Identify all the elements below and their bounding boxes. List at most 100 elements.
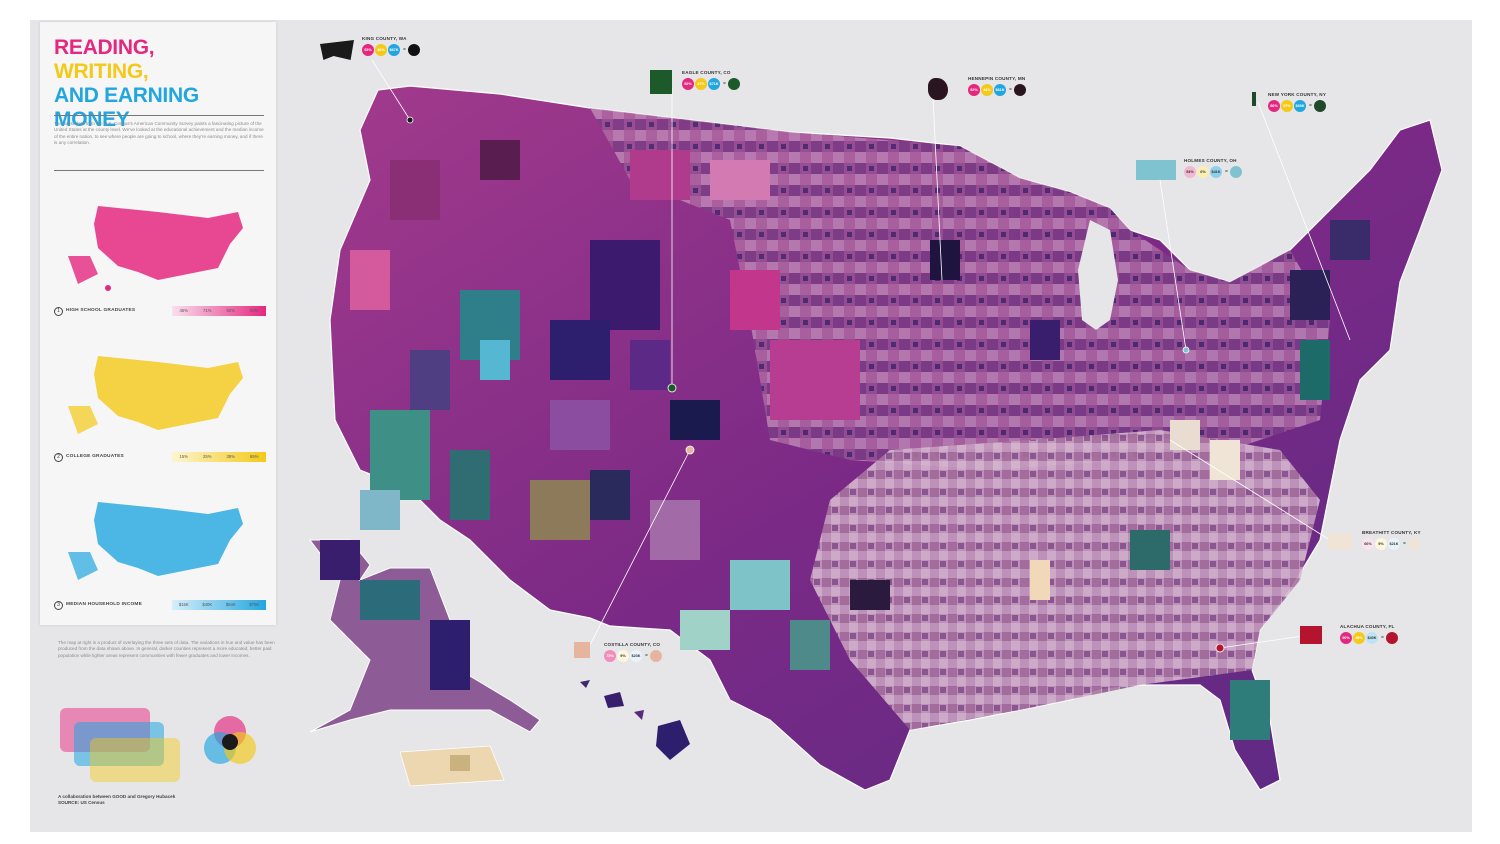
legend-bar: 45% 71% 82% 93% — [172, 306, 266, 316]
minimap-high-school — [68, 206, 243, 291]
value-income: $41K — [1210, 166, 1222, 178]
callout-costilla-county: COSTILLA COUNTY, CO 73% 9% $23K = — [574, 642, 662, 662]
value-hs: 86% — [1268, 100, 1280, 112]
value-hs: 92% — [682, 78, 694, 90]
callout-alachua-county: ALACHUA COUNTY, FL 90% 39% $40K = — [1300, 624, 1398, 644]
legend-high-school: 1 HIGH SCHOOL GRADUATES 45% 71% 82% 93% — [54, 306, 266, 316]
county-shape — [574, 642, 590, 658]
legend-number: 2 — [54, 453, 63, 462]
legend-bar: $15K $40K $54K $70K — [172, 600, 266, 610]
county-name: ALACHUA COUNTY, FL — [1340, 624, 1395, 629]
county-name: BREATHITT COUNTY, KY — [1362, 530, 1421, 535]
value-income: $71K — [708, 78, 720, 90]
value-hs: 73% — [604, 650, 616, 662]
title-line-3: AND EARNING MONEY — [54, 84, 199, 131]
value-college: 44% — [981, 84, 993, 96]
county-name: HENNEPIN COUNTY, MN — [968, 76, 1026, 81]
county-values: 92% 44% $61K = — [968, 84, 1026, 96]
callout-king-county: KING COUNTY, WA 93% 46% $67K = — [320, 36, 420, 60]
county-shape — [928, 78, 948, 100]
legend-college: 2 COLLEGE GRADUATES 15% 25% 38% 65% — [54, 452, 266, 462]
county-shape — [1328, 534, 1352, 550]
legend-label: HIGH SCHOOL GRADUATES — [66, 308, 136, 313]
value-college: 39% — [1353, 632, 1365, 644]
legend-tick: $15K — [178, 602, 189, 607]
southeast-region — [810, 430, 1320, 730]
value-income: $61K — [994, 84, 1006, 96]
legend-tick: 65% — [250, 454, 259, 459]
legend-label: COLLEGE GRADUATES — [66, 454, 124, 459]
intro-text: The latest data from the U.S. Census's A… — [54, 121, 264, 146]
value-college: 9% — [617, 650, 629, 662]
value-hs: 90% — [1340, 632, 1352, 644]
legend-tick: 45% — [179, 308, 188, 313]
callout-holmes-county: HOLMES COUNTY, OH 54% 6% $41K = — [1136, 158, 1242, 180]
credit-line: A collaboration between GOOD and Gregory… — [58, 794, 176, 799]
value-income: $67K — [388, 44, 400, 56]
credit: A collaboration between GOOD and Gregory… — [58, 794, 298, 806]
county-shape — [650, 70, 672, 94]
value-income: $40K — [1366, 632, 1378, 644]
county-shape — [1136, 160, 1176, 180]
county-values: 92% 47% $71K = — [682, 78, 740, 90]
county-name: HOLMES COUNTY, OH — [1184, 158, 1237, 163]
county-name: KING COUNTY, WA — [362, 36, 407, 41]
legend-tick: $70K — [249, 602, 260, 607]
title-rule — [54, 115, 264, 116]
legend-tick: 71% — [203, 308, 212, 313]
legend-label: MEDIAN HOUSEHOLD INCOME — [66, 602, 143, 607]
value-college: 6% — [1197, 166, 1209, 178]
hawaii-big-island — [656, 720, 690, 760]
lake-michigan — [1078, 220, 1118, 330]
result-swatch — [1013, 84, 1026, 96]
callout-hennepin-county: HENNEPIN COUNTY, MN 92% 44% $61K = — [928, 76, 1026, 100]
legend-tick: 15% — [179, 454, 188, 459]
county-shape — [1252, 92, 1256, 106]
callout-new-york-county: NEW YORK COUNTY, NY 86% 57% $69K = — [1252, 92, 1326, 112]
county-shape — [1300, 626, 1322, 644]
result-swatch — [1385, 632, 1398, 644]
county-name: EAGLE COUNTY, CO — [682, 70, 731, 75]
county-values: 86% 57% $69K = — [1268, 100, 1326, 112]
result-swatch — [407, 44, 420, 56]
result-swatch — [727, 78, 740, 90]
county-shape — [320, 40, 354, 60]
value-college: 9% — [1375, 538, 1387, 550]
value-income: $21K — [1388, 538, 1400, 550]
legend-income: 3 MEDIAN HOUSEHOLD INCOME $15K $40K $54K… — [54, 600, 266, 610]
overlay-illustration — [60, 708, 180, 782]
county-values: 93% 46% $67K = — [362, 44, 420, 56]
source-line: SOURCE: US Census — [58, 800, 105, 806]
value-income: $23K — [630, 650, 642, 662]
county-values: 66% 9% $21K = — [1362, 538, 1421, 550]
overlay-explanation: The map at right is a product of overlay… — [58, 640, 275, 658]
callout-breathitt-county: BREATHITT COUNTY, KY 66% 9% $21K = — [1328, 530, 1421, 550]
value-college: 46% — [375, 44, 387, 56]
county-name: COSTILLA COUNTY, CO — [604, 642, 661, 647]
value-income: $69K — [1294, 100, 1306, 112]
color-key-venn — [204, 716, 256, 764]
intro-panel: READING, WRITING, AND EARNING MONEY The … — [40, 22, 276, 625]
callout-eagle-county: EAGLE COUNTY, CO 92% 47% $71K = — [650, 70, 740, 94]
legend-number: 1 — [54, 307, 63, 316]
minimap-income — [68, 502, 243, 580]
legend-tick: 25% — [203, 454, 212, 459]
legend-tick: $54K — [225, 602, 236, 607]
legend-tick: $40K — [202, 602, 213, 607]
county-values: 73% 9% $23K = — [604, 650, 662, 662]
us-county-map — [60, 59, 1443, 791]
county-name: NEW YORK COUNTY, NY — [1268, 92, 1327, 97]
legend-tick: 93% — [250, 308, 259, 313]
result-swatch — [1229, 166, 1242, 178]
infographic-poster: READING, WRITING, AND EARNING MONEY The … — [30, 20, 1472, 832]
legend-bar: 15% 25% 38% 65% — [172, 452, 266, 462]
result-swatch — [649, 650, 662, 662]
result-swatch — [1313, 100, 1326, 112]
value-college: 57% — [1281, 100, 1293, 112]
title-line-1: READING, — [54, 36, 155, 59]
title-line-2: WRITING, — [54, 60, 149, 83]
minimap-college — [68, 356, 243, 434]
county-values: 54% 6% $41K = — [1184, 166, 1242, 178]
intro-rule — [54, 170, 264, 171]
value-college: 47% — [695, 78, 707, 90]
